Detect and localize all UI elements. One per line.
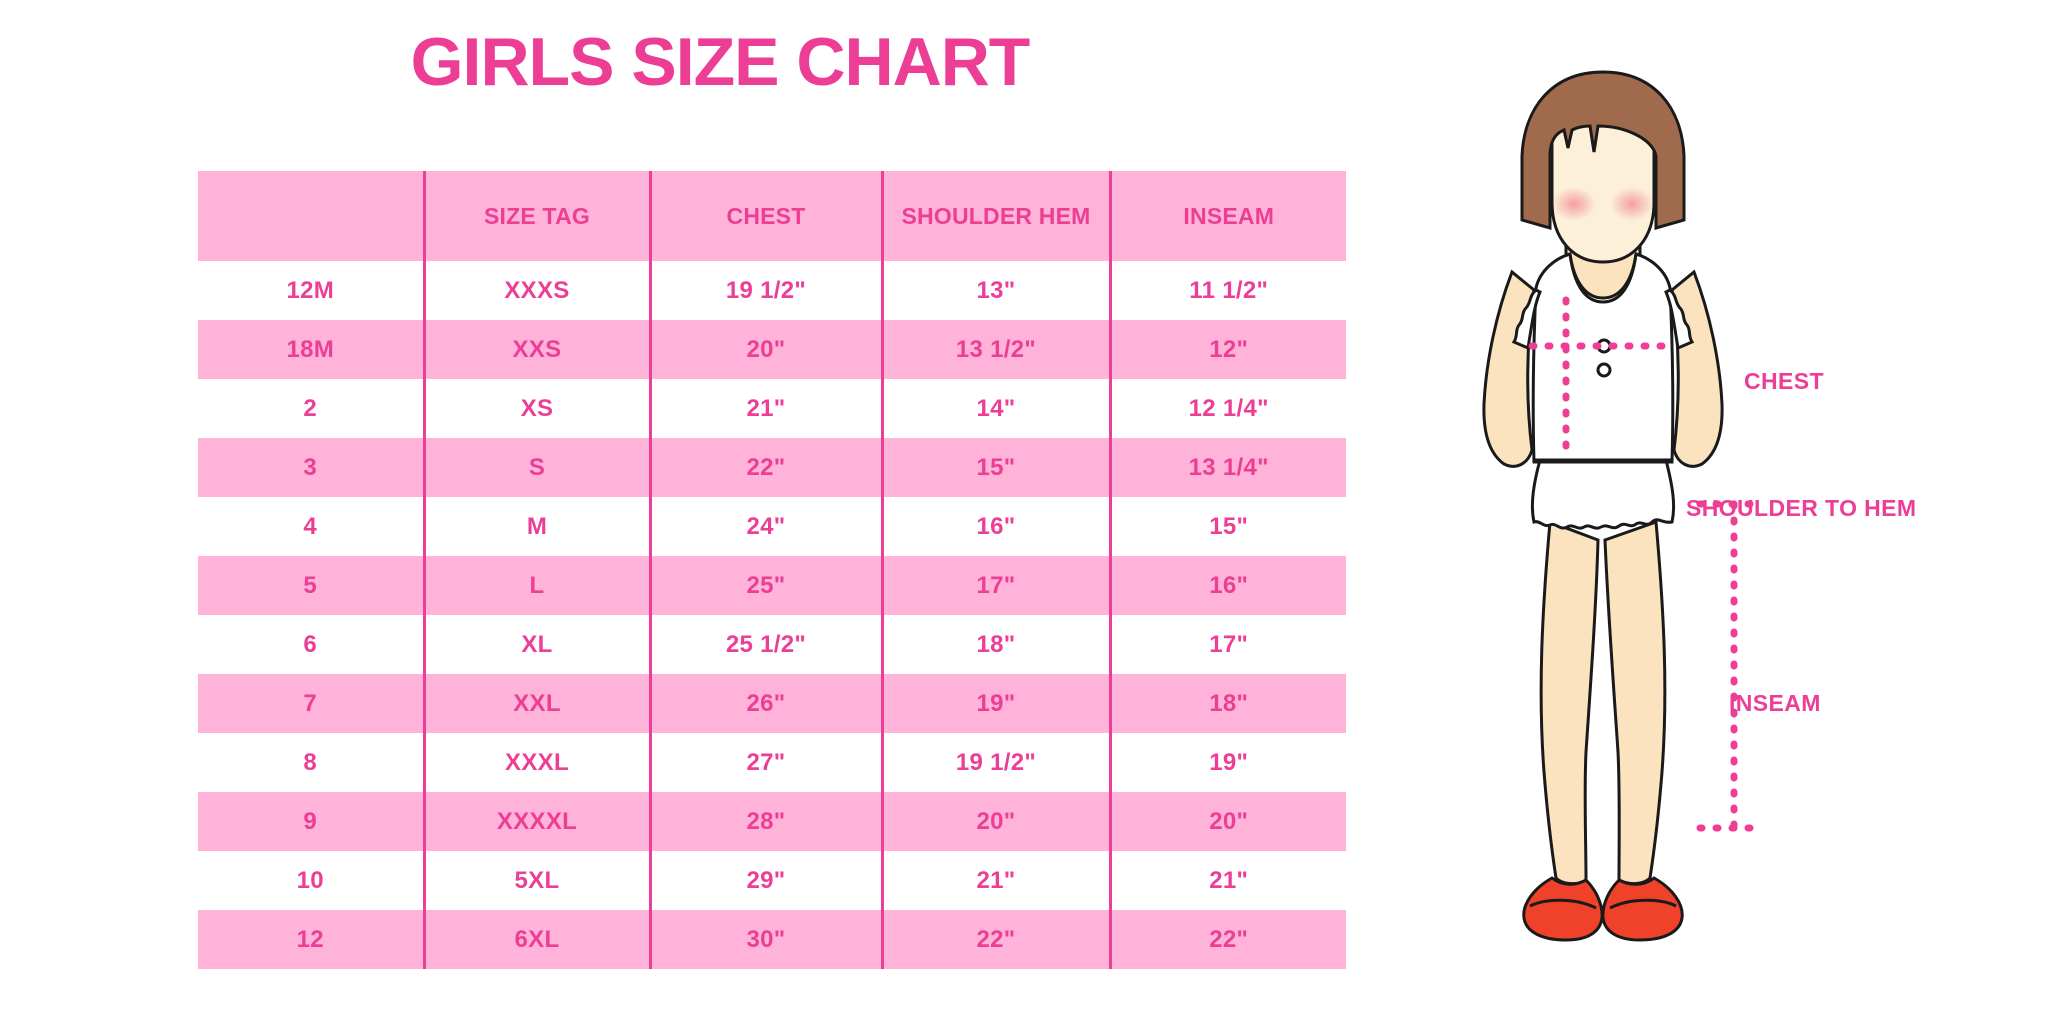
cell-size: 4 xyxy=(198,497,426,556)
cell-shoulder-hem: 19" xyxy=(882,674,1112,733)
column-header-inseam: INSEAM xyxy=(1110,171,1346,261)
cell-size-tag: XL xyxy=(424,615,652,674)
cell-inseam: 16" xyxy=(1110,556,1346,615)
cell-chest: 22" xyxy=(650,438,884,497)
cell-size: 12 xyxy=(198,910,426,969)
cell-size-tag: S xyxy=(424,438,652,497)
cell-size: 18M xyxy=(198,320,426,379)
measurement-guides xyxy=(1528,296,1756,832)
column-header-size-tag: SIZE TAG xyxy=(424,171,652,261)
table-row: 6 XL 25 1/2" 18" 17" xyxy=(198,615,1346,674)
cell-size: 5 xyxy=(198,556,426,615)
cell-size-tag: 5XL xyxy=(424,851,652,910)
cell-shoulder-hem: 13" xyxy=(882,261,1112,320)
figure-skirt xyxy=(1530,458,1676,530)
table-row: 7 XXL 26" 19" 18" xyxy=(198,674,1346,733)
cell-size-tag: XXL xyxy=(424,674,652,733)
table-header-row: SIZE TAG CHEST SHOULDER HEM INSEAM xyxy=(198,171,1346,261)
cell-size-tag: XXXXL xyxy=(424,792,652,851)
cell-chest: 28" xyxy=(650,792,884,851)
table-row: 12M XXXS 19 1/2" 13" 11 1/2" xyxy=(198,261,1346,320)
cell-size-tag: XXXS xyxy=(424,261,652,320)
column-header-size xyxy=(198,171,426,261)
cell-shoulder-hem: 21" xyxy=(882,851,1112,910)
cell-size: 12M xyxy=(198,261,426,320)
cell-inseam: 22" xyxy=(1110,910,1346,969)
cell-chest: 25" xyxy=(650,556,884,615)
size-table-container: SIZE TAG CHEST SHOULDER HEM INSEAM 12M X… xyxy=(198,171,1346,969)
cell-inseam: 12" xyxy=(1110,320,1346,379)
table-row: 10 5XL 29" 21" 21" xyxy=(198,851,1346,910)
table-row: 3 S 22" 15" 13 1/4" xyxy=(198,438,1346,497)
cell-size: 10 xyxy=(198,851,426,910)
table-row: 2 XS 21" 14" 12 1/4" xyxy=(198,379,1346,438)
cell-chest: 24" xyxy=(650,497,884,556)
cell-inseam: 21" xyxy=(1110,851,1346,910)
cheek-blush-icon xyxy=(1552,187,1596,221)
cell-shoulder-hem: 13 1/2" xyxy=(882,320,1112,379)
cell-size-tag: XXXL xyxy=(424,733,652,792)
cell-shoulder-hem: 17" xyxy=(882,556,1112,615)
callout-label-chest: CHEST xyxy=(1744,368,1824,394)
cell-inseam: 13 1/4" xyxy=(1110,438,1346,497)
figure-head xyxy=(1520,70,1686,264)
table-row: 18M XXS 20" 13 1/2" 12" xyxy=(198,320,1346,379)
button-icon xyxy=(1596,362,1612,378)
column-header-shoulder-hem: SHOULDER HEM xyxy=(882,171,1112,261)
cell-size: 3 xyxy=(198,438,426,497)
cell-inseam: 17" xyxy=(1110,615,1346,674)
cell-size-tag: M xyxy=(424,497,652,556)
cell-size: 6 xyxy=(198,615,426,674)
cell-inseam: 20" xyxy=(1110,792,1346,851)
table-row: 5 L 25" 17" 16" xyxy=(198,556,1346,615)
cell-shoulder-hem: 15" xyxy=(882,438,1112,497)
girl-illustration xyxy=(1400,52,1800,952)
figure-shoes xyxy=(1522,876,1684,942)
column-header-chest: CHEST xyxy=(650,171,884,261)
page-title: GIRLS SIZE CHART xyxy=(410,24,1031,100)
cell-inseam: 11 1/2" xyxy=(1110,261,1346,320)
cell-size-tag: 6XL xyxy=(424,910,652,969)
cell-size: 8 xyxy=(198,733,426,792)
cell-chest: 29" xyxy=(650,851,884,910)
cell-chest: 21" xyxy=(650,379,884,438)
callout-label-inseam: INSEAM xyxy=(1729,690,1821,716)
cell-shoulder-hem: 14" xyxy=(882,379,1112,438)
table-row: 4 M 24" 16" 15" xyxy=(198,497,1346,556)
cell-chest: 30" xyxy=(650,910,884,969)
callout-label-shoulder-to-hem: SHOULDER TO HEM xyxy=(1686,495,1917,521)
cell-chest: 20" xyxy=(650,320,884,379)
table-row: 9 XXXXL 28" 20" 20" xyxy=(198,792,1346,851)
table-row: 12 6XL 30" 22" 22" xyxy=(198,910,1346,969)
table-body: 12M XXXS 19 1/2" 13" 11 1/2" 18M XXS 20"… xyxy=(198,261,1346,969)
cell-size: 9 xyxy=(198,792,426,851)
cell-chest: 25 1/2" xyxy=(650,615,884,674)
cell-chest: 19 1/2" xyxy=(650,261,884,320)
figure-legs xyxy=(1539,519,1667,886)
cell-inseam: 15" xyxy=(1110,497,1346,556)
cell-shoulder-hem: 22" xyxy=(882,910,1112,969)
cell-shoulder-hem: 20" xyxy=(882,792,1112,851)
size-table: SIZE TAG CHEST SHOULDER HEM INSEAM 12M X… xyxy=(198,171,1346,969)
cell-chest: 26" xyxy=(650,674,884,733)
cell-inseam: 19" xyxy=(1110,733,1346,792)
cheek-blush-icon xyxy=(1610,187,1654,221)
cell-inseam: 12 1/4" xyxy=(1110,379,1346,438)
cell-size: 7 xyxy=(198,674,426,733)
cell-size-tag: L xyxy=(424,556,652,615)
cell-size-tag: XS xyxy=(424,379,652,438)
table-row: 8 XXXL 27" 19 1/2" 19" xyxy=(198,733,1346,792)
cell-chest: 27" xyxy=(650,733,884,792)
cell-shoulder-hem: 18" xyxy=(882,615,1112,674)
cell-size-tag: XXS xyxy=(424,320,652,379)
cell-shoulder-hem: 16" xyxy=(882,497,1112,556)
cell-shoulder-hem: 19 1/2" xyxy=(882,733,1112,792)
cell-size: 2 xyxy=(198,379,426,438)
cell-inseam: 18" xyxy=(1110,674,1346,733)
